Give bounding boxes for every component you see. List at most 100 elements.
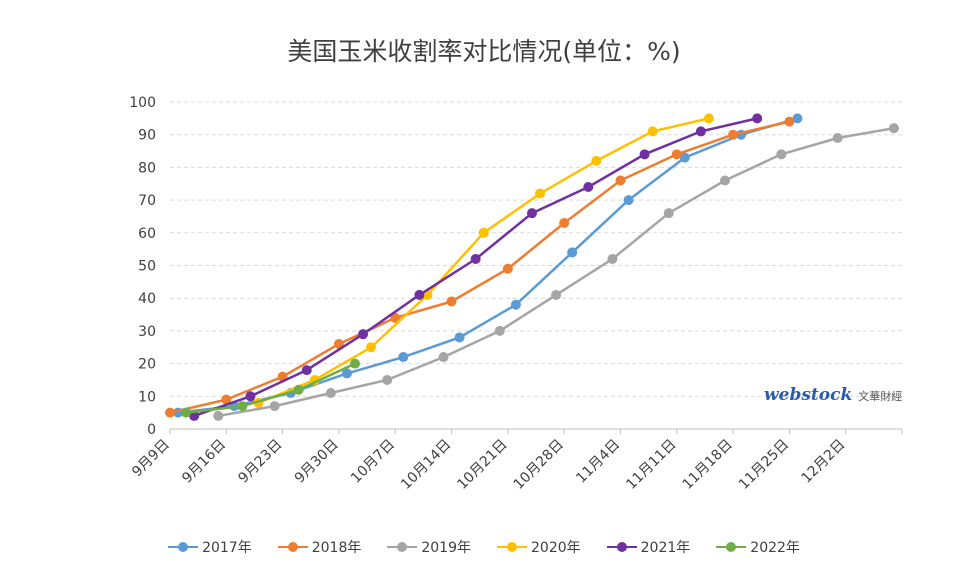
x-tick-label: 10月14日: [398, 437, 454, 493]
legend-swatch: [168, 541, 199, 553]
series-line: [193, 117, 758, 418]
y-tick-label: 100: [129, 95, 156, 111]
data-point: [502, 263, 513, 274]
data-point: [647, 126, 658, 137]
data-point: [494, 325, 505, 336]
data-point: [526, 208, 537, 219]
legend-item: 2021年: [606, 537, 691, 557]
legend-item: 2019年: [387, 537, 471, 557]
x-tick-label: 12月2日: [799, 437, 849, 487]
data-point: [454, 332, 465, 343]
y-tick-labels: 0 10 20 30 40 50 60 70 80 90 100: [129, 95, 156, 438]
data-point: [390, 312, 401, 323]
legend-label: 2020年: [531, 540, 581, 556]
data-point: [358, 329, 369, 340]
data-point: [623, 195, 634, 206]
x-tick-label: 9月16日: [179, 437, 229, 487]
legend: 2017年 2018年 2019年 2020年 2021年 2022年: [0, 537, 968, 557]
data-point: [269, 401, 280, 412]
series-lines: [165, 113, 899, 421]
data-point: [663, 208, 674, 219]
data-point: [398, 352, 409, 363]
x-tick-label: 10月21日: [454, 437, 510, 493]
y-tick-label: 30: [138, 324, 156, 340]
series-line: [258, 117, 710, 404]
data-point: [671, 149, 682, 160]
data-point: [189, 410, 200, 421]
x-tick-label: 9月30日: [292, 437, 342, 487]
legend-item: 2022年: [716, 537, 800, 557]
series-2022年: [181, 358, 361, 418]
data-point: [591, 155, 602, 166]
data-point: [583, 182, 594, 193]
data-point: [679, 152, 690, 163]
series-2020年: [253, 113, 714, 408]
data-point: [350, 358, 361, 369]
data-point: [776, 149, 787, 160]
data-point: [301, 365, 312, 376]
y-tick-label: 80: [138, 160, 156, 176]
data-point: [607, 253, 618, 264]
data-point: [567, 247, 578, 258]
y-tick-label: 60: [138, 226, 156, 242]
data-point: [213, 410, 224, 421]
y-tick-label: 50: [138, 259, 156, 275]
legend-swatch: [387, 541, 418, 553]
data-point: [341, 368, 352, 379]
axes: [169, 428, 903, 434]
series-line: [185, 362, 356, 414]
data-point: [695, 126, 706, 137]
legend-swatch: [277, 541, 308, 553]
data-point: [245, 391, 256, 402]
series-line: [169, 120, 790, 414]
data-point: [832, 132, 843, 143]
y-tick-label: 10: [138, 389, 156, 405]
x-tick-label: 10月28日: [511, 437, 567, 493]
x-tick-labels: 9月9日 9月16日 9月23日 9月30日 10月7日 10月14日 10月21日 10月2…: [129, 437, 848, 493]
data-point: [510, 299, 521, 310]
data-point: [165, 407, 175, 418]
legend-item: 2018年: [277, 537, 362, 557]
data-point: [728, 129, 739, 140]
data-point: [478, 227, 489, 238]
legend-label: 2018年: [311, 540, 362, 556]
data-point: [333, 338, 344, 349]
x-tick-label: 11月25日: [736, 437, 792, 493]
y-tick-label: 70: [138, 193, 156, 209]
logo-subtext: 文華財經: [858, 390, 903, 403]
data-point: [888, 123, 899, 134]
x-tick-label: 9月23日: [235, 437, 285, 487]
data-point: [325, 388, 336, 399]
legend-item: 2020年: [497, 537, 581, 557]
legend-swatch: [716, 541, 747, 553]
x-tick-label: 10月7日: [348, 437, 398, 487]
data-point: [181, 407, 192, 418]
data-point: [366, 342, 377, 353]
legend-swatch: [497, 541, 527, 553]
legend-item: 2017年: [168, 537, 252, 557]
data-point: [535, 188, 546, 199]
series-2021年: [189, 113, 763, 421]
legend-label: 2021年: [640, 540, 691, 556]
chart-title: 美国玉米收割率对比情况(单位：%): [287, 37, 681, 66]
legend-label: 2019年: [421, 540, 471, 556]
series-line: [218, 126, 895, 418]
data-point: [639, 149, 650, 160]
x-tick-label: 9月9日: [129, 437, 173, 481]
series-2018年: [165, 116, 795, 418]
legend-swatch: [606, 541, 637, 553]
y-tick-label: 0: [147, 422, 156, 438]
y-tick-label: 20: [138, 357, 156, 373]
x-tick-label: 11月11日: [623, 437, 679, 493]
data-point: [221, 394, 232, 405]
x-tick-label: 11月18日: [680, 437, 736, 493]
watermark-logo: webstock 文華財經: [764, 385, 902, 405]
legend-label: 2022年: [750, 540, 800, 556]
data-point: [237, 401, 248, 412]
logo-text: webstock: [764, 385, 853, 405]
data-point: [615, 175, 626, 186]
data-point: [551, 289, 562, 300]
data-point: [438, 352, 449, 363]
series-2019年: [213, 123, 899, 421]
data-point: [792, 113, 803, 124]
